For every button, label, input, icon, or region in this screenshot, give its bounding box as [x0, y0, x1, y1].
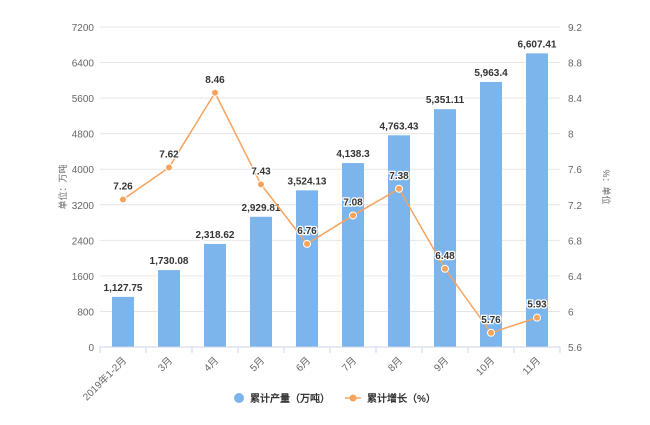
- bar: [526, 53, 548, 347]
- line-point: [533, 313, 541, 322]
- line-point: [165, 163, 173, 172]
- bar-data-label: 5,963.4: [474, 68, 508, 79]
- left-axis-title: 单位：万吨: [57, 164, 68, 209]
- x-tick-label: 2019年1-2月: [80, 354, 129, 403]
- line-point: [395, 184, 403, 193]
- right-tick-label: 6.4: [568, 272, 582, 283]
- bar: [480, 81, 502, 348]
- bar: [250, 216, 272, 347]
- x-tick-label: 4月: [202, 355, 221, 374]
- line-series: 7.26 7.62 8.46 7.43 6.76 7.08 7.38 6.48 5.76 5.93: [112, 74, 548, 337]
- left-tick-label: 2400: [72, 236, 95, 247]
- line-data-label: 7.38: [389, 171, 409, 182]
- line-point: [487, 328, 495, 337]
- right-tick-label: 9.2: [568, 23, 582, 34]
- line-data-label: 6.48: [435, 251, 455, 262]
- left-tick-label: 3200: [72, 201, 95, 212]
- bar: [388, 135, 410, 347]
- bar-data-label: 2,929.81: [242, 203, 281, 214]
- line-data-label: 8.46: [205, 75, 225, 86]
- bar: [342, 163, 364, 347]
- line-point: [303, 239, 311, 248]
- right-axis: 5.6 6 6.4 6.8 7.2 7.6 8 8.4 8.8 9.2 %：单位: [568, 23, 612, 354]
- line-data-label: 5.93: [527, 300, 547, 311]
- left-tick-label: 5600: [72, 94, 95, 105]
- series-line: [122, 91, 538, 334]
- legend-bar-marker: [234, 393, 244, 403]
- bar-data-label: 4,763.43: [380, 121, 419, 132]
- x-tick-label: 10月: [474, 355, 497, 378]
- right-tick-label: 7.2: [568, 201, 582, 212]
- legend: 累计产量（万吨） 累计增长（%）: [234, 392, 436, 405]
- bar-data-label: 5,351.11: [426, 95, 465, 106]
- line-point: [211, 88, 219, 97]
- bar: [158, 270, 180, 347]
- bar-data-label: 4,138.3: [336, 149, 370, 160]
- bar-data-label: 6,607.41: [518, 39, 557, 50]
- x-tick-label: 3月: [156, 355, 175, 374]
- x-tick-label: 9月: [432, 355, 451, 374]
- x-tick-label: 8月: [386, 355, 405, 374]
- line-point: [441, 264, 449, 273]
- x-tick-label: 7月: [340, 355, 359, 374]
- bar: [204, 243, 226, 347]
- line-point: [119, 195, 127, 204]
- bar-data-label: 3,524.13: [288, 176, 327, 187]
- left-tick-label: 800: [77, 307, 94, 318]
- line-data-label: 7.08: [343, 197, 363, 208]
- x-tick-label: 11月: [520, 355, 543, 378]
- line-data-label: 6.76: [297, 226, 317, 237]
- bar: [434, 109, 456, 348]
- legend-line-label: 累计增长（%）: [367, 392, 436, 405]
- left-tick-label: 6400: [72, 59, 95, 70]
- right-tick-label: 8: [568, 130, 574, 141]
- line-data-label: 7.43: [251, 166, 271, 177]
- right-tick-label: 5.6: [568, 343, 582, 354]
- left-tick-label: 4800: [72, 130, 95, 141]
- x-tick-label: 6月: [294, 355, 313, 374]
- line-point: [257, 180, 265, 189]
- left-axis: 0 800 1600 2400 3200 4000 4800 5600 6400 7200 单位：万…: [57, 23, 94, 354]
- right-tick-label: 8.4: [568, 94, 582, 105]
- bar-data-label: 2,318.62: [196, 230, 235, 241]
- left-tick-label: 4000: [72, 165, 95, 176]
- right-tick-label: 7.6: [568, 165, 582, 176]
- line-data-label: 7.26: [113, 181, 133, 192]
- line-data-label: 7.62: [159, 149, 179, 160]
- legend-line-dot: [349, 394, 357, 402]
- x-tick-label: 5月: [248, 355, 267, 374]
- left-tick-label: 1600: [72, 272, 95, 283]
- left-tick-label: 7200: [72, 23, 95, 34]
- legend-bar-label: 累计产量（万吨）: [250, 392, 330, 405]
- right-axis-title: %：单位: [601, 169, 612, 204]
- line-data-label: 5.76: [481, 315, 501, 326]
- right-tick-label: 8.8: [568, 59, 582, 70]
- bar-series: 1,127.75 1,730.08 2,318.62 2,929.81 3,524.13…: [102, 38, 558, 348]
- bar-data-label: 1,730.08: [150, 256, 189, 267]
- bar: [296, 190, 318, 347]
- left-tick-label: 0: [88, 343, 94, 354]
- right-tick-label: 6.8: [568, 236, 582, 247]
- right-tick-label: 6: [568, 307, 574, 318]
- line-point: [349, 211, 357, 220]
- bar-data-label: 1,127.75: [104, 283, 143, 294]
- bar: [112, 296, 134, 347]
